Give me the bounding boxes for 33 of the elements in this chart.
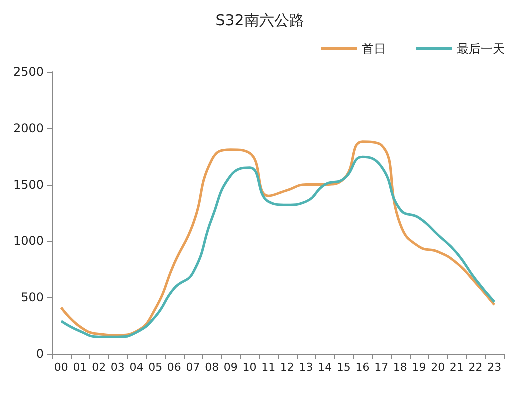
x-tick-label: 02: [92, 361, 106, 374]
x-tick-label: 11: [262, 361, 276, 374]
x-tick-label: 05: [148, 361, 163, 374]
x-tick-label: 03: [110, 361, 125, 374]
y-tick-label: 0: [36, 347, 44, 361]
x-tick-label: 13: [299, 361, 314, 374]
chart-title: S32南六公路: [216, 12, 304, 30]
x-tick-label: 08: [205, 361, 220, 374]
y-tick-label: 2000: [13, 121, 44, 136]
x-tick-label: 15: [336, 361, 351, 374]
x-tick-label: 23: [488, 361, 502, 374]
x-tick-label: 16: [356, 361, 370, 374]
x-tick-label: 12: [280, 361, 294, 374]
x-tick-label: 10: [242, 361, 257, 374]
x-tick-label: 07: [186, 361, 200, 374]
x-tick-label: 17: [374, 361, 389, 374]
x-tick-label: 01: [73, 361, 88, 374]
legend-label: 最后一天: [457, 42, 505, 56]
y-tick-label: 2500: [13, 65, 44, 79]
x-tick-label: 21: [450, 361, 464, 374]
y-tick-label: 1000: [13, 234, 44, 248]
x-tick-label: 19: [412, 361, 426, 374]
y-tick-label: 1500: [13, 178, 44, 192]
x-tick-label: 22: [468, 361, 483, 374]
x-tick-label: 00: [54, 361, 68, 374]
x-tick-label: 04: [130, 361, 144, 374]
x-tick-label: 09: [224, 361, 238, 374]
legend-label: 首日: [362, 42, 386, 56]
x-tick-label: 14: [318, 361, 332, 374]
x-tick-label: 06: [167, 361, 182, 374]
x-tick-label: 20: [431, 361, 446, 374]
x-tick-label: 18: [393, 361, 408, 374]
y-tick-label: 500: [21, 290, 44, 305]
